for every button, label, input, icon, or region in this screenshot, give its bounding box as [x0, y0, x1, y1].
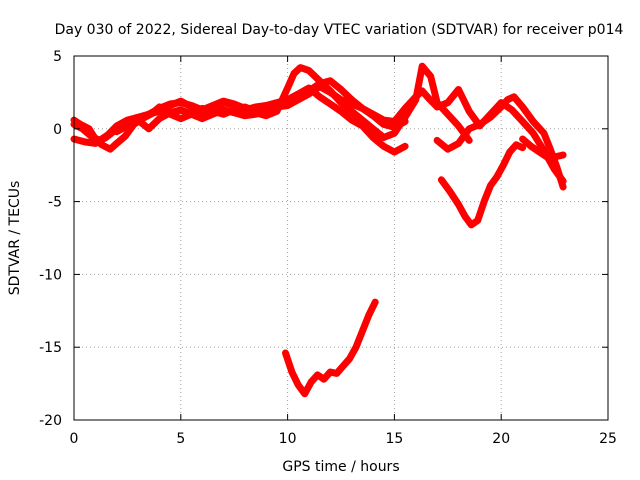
series-track-f [519, 135, 567, 162]
series-track-g [437, 141, 527, 229]
x-tick-label: 15 [385, 431, 403, 447]
series-track-b [70, 77, 409, 153]
x-tick-label: 20 [492, 431, 510, 447]
series-track-c [70, 62, 473, 147]
x-axis-label: GPS time / hours [282, 459, 399, 475]
x-tick-label: 0 [70, 431, 79, 447]
y-tick-label: 5 [53, 49, 62, 65]
data-series [70, 62, 567, 398]
x-tick-label: 10 [279, 431, 297, 447]
y-tick-label: 0 [53, 122, 62, 138]
x-tick-label: 5 [176, 431, 185, 447]
y-tick-label: -10 [39, 267, 62, 283]
series-track-e [433, 93, 567, 191]
axis-ticks: 0 5 10 15 20 25 -20 -15 -10 -5 0 5 [39, 49, 617, 447]
series-track-h [282, 298, 379, 398]
y-tick-label: -5 [48, 195, 62, 211]
x-tick-label: 25 [599, 431, 617, 447]
y-axis-label: SDTVAR / TECUs [7, 181, 23, 296]
series-track-a [70, 84, 409, 156]
y-tick-label: -20 [39, 413, 62, 429]
chart-title: Day 030 of 2022, Sidereal Day-to-day VTE… [55, 22, 624, 38]
y-tick-label: -15 [39, 340, 62, 356]
plot-frame [73, 55, 609, 421]
